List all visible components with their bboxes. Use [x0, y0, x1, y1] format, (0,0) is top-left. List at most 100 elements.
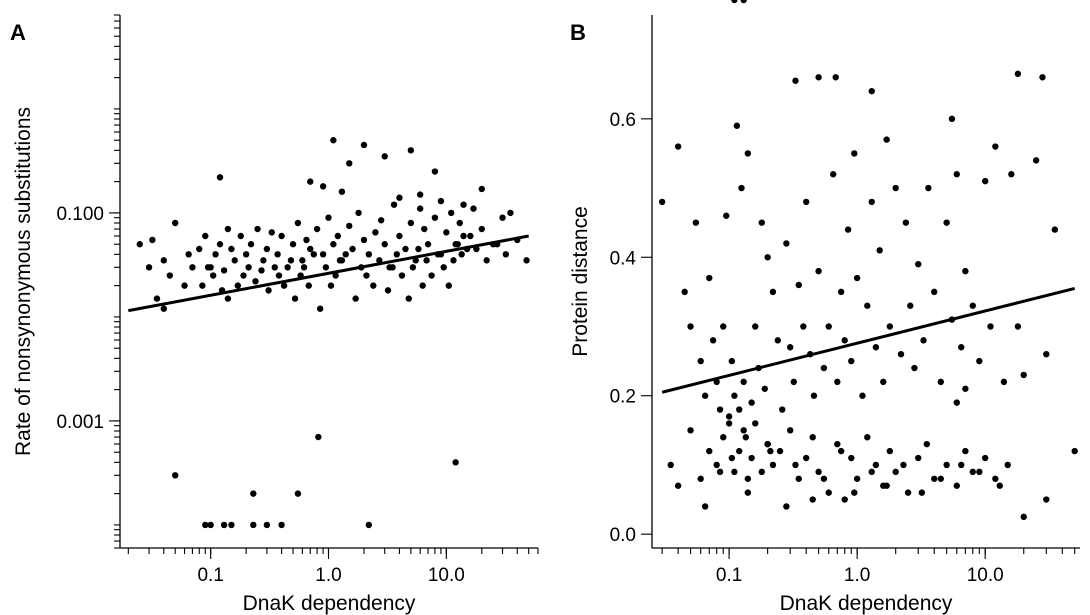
x-tick-label-a: 0.1 — [197, 565, 223, 586]
data-point-a — [443, 229, 450, 236]
x-tick-label-b: 0.1 — [716, 565, 742, 586]
data-point-b — [837, 288, 845, 296]
data-point-a — [216, 174, 224, 181]
data-point-a — [428, 272, 435, 279]
data-point-b — [758, 219, 765, 226]
data-point-b — [829, 171, 837, 178]
trend-line-a — [128, 234, 529, 313]
data-point-a — [307, 245, 314, 253]
data-point-b — [736, 406, 743, 413]
data-point-a — [327, 282, 335, 289]
data-point-b — [779, 406, 786, 413]
data-point-b — [786, 427, 794, 434]
data-point-a — [274, 251, 281, 258]
data-point-b — [923, 440, 931, 448]
data-point-b — [783, 503, 790, 510]
data-point-a — [228, 521, 235, 529]
data-point-b — [667, 461, 674, 469]
data-point-b — [792, 461, 799, 469]
data-point-a — [393, 251, 401, 258]
data-point-b — [752, 420, 759, 427]
data-point-b — [953, 482, 960, 489]
data-point-b — [883, 482, 890, 489]
data-point-b — [920, 337, 927, 344]
data-point-a — [271, 264, 278, 271]
data-point-a — [294, 219, 302, 227]
data-point-b — [752, 323, 759, 330]
data-point-a — [172, 472, 179, 479]
data-point-b — [844, 226, 852, 233]
data-point-b — [892, 468, 899, 476]
data-point-b — [996, 482, 1003, 489]
data-point-a — [189, 264, 196, 271]
y-tick-label-a: 0.100 — [56, 204, 104, 225]
data-point-a — [234, 282, 242, 289]
data-point-b — [701, 503, 709, 510]
data-point-b — [948, 115, 956, 123]
data-point-b — [802, 454, 810, 462]
data-point-a — [334, 232, 342, 240]
data-point-b — [820, 364, 828, 372]
data-point-a — [330, 241, 337, 248]
data-point-b — [815, 468, 822, 476]
data-point-b — [981, 177, 989, 185]
data-point-b — [981, 454, 989, 462]
data-point-a — [416, 191, 424, 198]
data-point-a — [172, 219, 179, 227]
data-point-b — [748, 399, 755, 406]
data-point-b — [692, 219, 700, 226]
data-point-a — [454, 241, 461, 248]
data-point-b — [740, 378, 747, 386]
y-tick-label-b: 0.4 — [610, 248, 637, 269]
data-point-b — [886, 447, 894, 455]
data-point-a — [224, 295, 232, 302]
data-point-a — [300, 264, 308, 271]
data-point-b — [943, 219, 950, 226]
data-point-b — [943, 461, 950, 469]
data-point-b — [969, 468, 976, 476]
data-point-b — [697, 357, 704, 365]
x-tick-label-b: 10.0 — [967, 565, 1004, 586]
data-point-b — [802, 198, 810, 206]
data-point-a — [419, 282, 426, 289]
data-point-b — [697, 475, 704, 482]
data-point-b — [876, 247, 883, 254]
data-point-a — [478, 225, 485, 233]
data-point-b — [809, 496, 816, 503]
data-point-a — [265, 287, 272, 294]
y-tick-label-b: 0.6 — [610, 110, 636, 131]
x-tick-label-a: 1.0 — [315, 565, 341, 586]
data-point-a — [352, 295, 359, 302]
data-point-a — [452, 459, 459, 466]
data-point-a — [250, 521, 257, 529]
data-point-b — [902, 219, 910, 226]
data-point-a — [224, 225, 232, 233]
data-point-b — [1020, 513, 1027, 521]
data-point-a — [467, 232, 474, 240]
data-point-b — [853, 475, 861, 482]
data-point-b — [764, 254, 771, 261]
data-point-a — [381, 153, 388, 160]
y-axis-label-a: Rate of nonsynonymous substitutions — [12, 107, 35, 456]
data-point-b — [953, 171, 960, 178]
data-point-a — [307, 178, 314, 185]
data-point-b — [958, 461, 965, 469]
data-point-b — [815, 267, 822, 275]
data-point-b — [837, 447, 845, 455]
data-point-b — [720, 434, 727, 441]
data-point-b — [767, 447, 774, 455]
data-point-b — [820, 475, 828, 482]
data-point-a — [360, 141, 368, 149]
data-point-a — [303, 236, 310, 244]
data-point-a — [305, 282, 312, 289]
data-point-b — [832, 74, 839, 81]
data-point-a — [153, 295, 161, 302]
data-point-a — [336, 257, 344, 264]
data-point-b — [872, 344, 880, 351]
data-point-b — [1008, 171, 1015, 178]
data-point-b — [725, 413, 733, 420]
data-point-a — [181, 282, 188, 289]
data-point-a — [346, 160, 353, 167]
data-point-b — [1043, 496, 1050, 503]
data-point-b — [953, 399, 960, 406]
